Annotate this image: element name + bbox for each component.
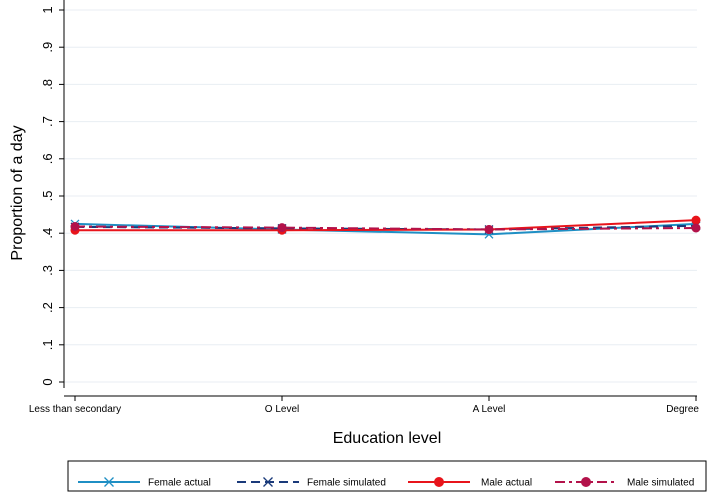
circle-marker bbox=[581, 477, 591, 487]
x-axis-title: Education level bbox=[333, 430, 442, 447]
legend-item: Male actual bbox=[408, 477, 532, 489]
x-axis: Less than secondary O Level A Level Degree bbox=[29, 395, 699, 415]
circle-marker bbox=[277, 223, 287, 233]
legend-label: Male actual bbox=[481, 478, 532, 489]
legend-item: Male simulated bbox=[555, 477, 694, 489]
y-tick-label: .5 bbox=[40, 191, 55, 202]
grid bbox=[64, 9, 697, 383]
series-male-simulated bbox=[70, 222, 701, 234]
legend: Female actual Female simulated Male actual… bbox=[67, 460, 707, 492]
circle-marker bbox=[484, 224, 494, 234]
series-group bbox=[70, 215, 701, 239]
circle-marker bbox=[434, 477, 444, 487]
y-tick-label: .2 bbox=[40, 302, 55, 313]
y-tick-label: .6 bbox=[40, 153, 55, 164]
x-tick-label: Degree bbox=[666, 404, 699, 415]
legend-label: Female simulated bbox=[307, 478, 386, 489]
legend-box bbox=[67, 460, 707, 492]
y-tick-label: .4 bbox=[40, 228, 55, 239]
y-tick-label: .8 bbox=[40, 79, 55, 90]
legend-label: Male simulated bbox=[627, 478, 694, 489]
y-tick-label: .1 bbox=[40, 339, 55, 350]
series-line bbox=[75, 219, 697, 232]
legend-item: Female simulated bbox=[237, 477, 386, 489]
x-tick-label: Less than secondary bbox=[29, 404, 121, 415]
circle-marker bbox=[691, 215, 701, 225]
y-tick-label: .3 bbox=[40, 265, 55, 276]
y-tick-label: 0 bbox=[40, 378, 55, 385]
y-tick-label: .7 bbox=[40, 116, 55, 127]
x-tick-label: O Level bbox=[265, 404, 299, 415]
y-axis: 0 .1 .2 .3 .4 .5 .6 .7 .8 .9 1 bbox=[40, 0, 65, 388]
y-axis-title: Proportion of a day bbox=[9, 125, 26, 260]
legend-item: Female actual bbox=[78, 477, 211, 489]
x-marker bbox=[104, 477, 114, 487]
series-line bbox=[74, 225, 697, 231]
x-tick-label: A Level bbox=[473, 404, 506, 415]
circle-marker bbox=[70, 222, 80, 232]
y-tick-label: 1 bbox=[40, 6, 55, 13]
x-marker bbox=[263, 477, 273, 487]
legend-label: Female actual bbox=[148, 478, 211, 489]
circle-marker bbox=[691, 223, 701, 233]
y-tick-label: .9 bbox=[40, 42, 55, 53]
